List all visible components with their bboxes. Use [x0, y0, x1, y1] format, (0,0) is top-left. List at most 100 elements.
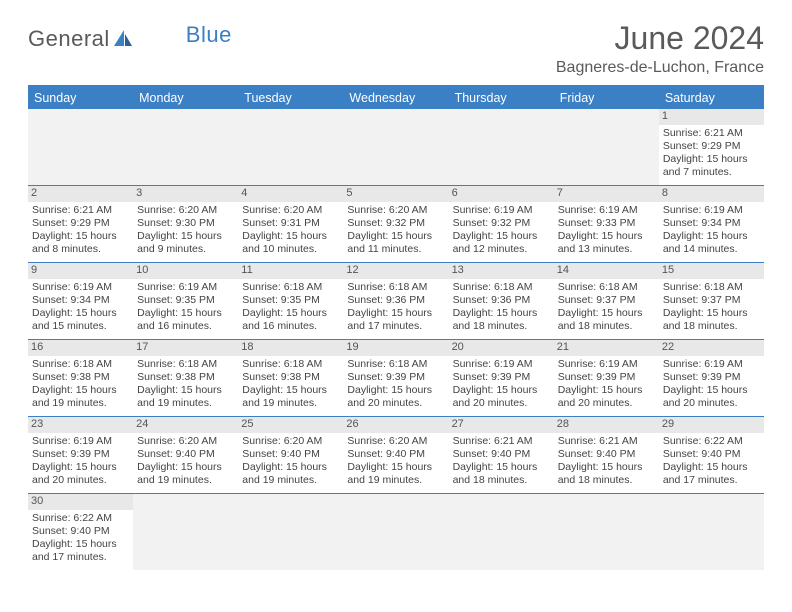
daylight-line: Daylight: 15 hours and 7 minutes. [663, 153, 760, 179]
day-header-cell: Wednesday [343, 87, 448, 109]
sunset-line: Sunset: 9:29 PM [32, 217, 129, 230]
day-cell: 15Sunrise: 6:18 AMSunset: 9:37 PMDayligh… [659, 263, 764, 339]
logo: General Blue [28, 26, 232, 52]
day-cell: 22Sunrise: 6:19 AMSunset: 9:39 PMDayligh… [659, 340, 764, 416]
daylight-line: Daylight: 15 hours and 19 minutes. [242, 461, 339, 487]
date-number: 19 [343, 340, 448, 356]
sunset-line: Sunset: 9:40 PM [137, 448, 234, 461]
sunset-line: Sunset: 9:34 PM [32, 294, 129, 307]
daylight-line: Daylight: 15 hours and 19 minutes. [32, 384, 129, 410]
day-cell: 10Sunrise: 6:19 AMSunset: 9:35 PMDayligh… [133, 263, 238, 339]
empty-cell [343, 109, 448, 185]
daylight-line: Daylight: 15 hours and 19 minutes. [242, 384, 339, 410]
day-cell: 26Sunrise: 6:20 AMSunset: 9:40 PMDayligh… [343, 417, 448, 493]
sunrise-line: Sunrise: 6:19 AM [663, 358, 760, 371]
day-header-cell: Sunday [28, 87, 133, 109]
day-cell: 27Sunrise: 6:21 AMSunset: 9:40 PMDayligh… [449, 417, 554, 493]
date-number: 17 [133, 340, 238, 356]
day-cell: 8Sunrise: 6:19 AMSunset: 9:34 PMDaylight… [659, 186, 764, 262]
date-number: 18 [238, 340, 343, 356]
daylight-line: Daylight: 15 hours and 10 minutes. [242, 230, 339, 256]
daylight-line: Daylight: 15 hours and 18 minutes. [558, 461, 655, 487]
sunset-line: Sunset: 9:32 PM [347, 217, 444, 230]
sunrise-line: Sunrise: 6:18 AM [242, 358, 339, 371]
day-cell: 11Sunrise: 6:18 AMSunset: 9:35 PMDayligh… [238, 263, 343, 339]
sunset-line: Sunset: 9:36 PM [453, 294, 550, 307]
daylight-line: Daylight: 15 hours and 11 minutes. [347, 230, 444, 256]
date-number: 9 [28, 263, 133, 279]
date-number: 28 [554, 417, 659, 433]
day-cell: 30Sunrise: 6:22 AMSunset: 9:40 PMDayligh… [28, 494, 133, 570]
sunrise-line: Sunrise: 6:18 AM [558, 281, 655, 294]
sunset-line: Sunset: 9:34 PM [663, 217, 760, 230]
day-cell: 9Sunrise: 6:19 AMSunset: 9:34 PMDaylight… [28, 263, 133, 339]
sunset-line: Sunset: 9:38 PM [32, 371, 129, 384]
sunset-line: Sunset: 9:38 PM [242, 371, 339, 384]
sunrise-line: Sunrise: 6:18 AM [453, 281, 550, 294]
day-cell: 19Sunrise: 6:18 AMSunset: 9:39 PMDayligh… [343, 340, 448, 416]
location: Bagneres-de-Luchon, France [556, 59, 764, 77]
header: General Blue June 2024 Bagneres-de-Lucho… [28, 20, 764, 77]
daylight-line: Daylight: 15 hours and 19 minutes. [137, 384, 234, 410]
sunset-line: Sunset: 9:40 PM [453, 448, 550, 461]
empty-cell [133, 109, 238, 185]
day-cell: 28Sunrise: 6:21 AMSunset: 9:40 PMDayligh… [554, 417, 659, 493]
empty-cell [133, 494, 238, 570]
date-number: 5 [343, 186, 448, 202]
daylight-line: Daylight: 15 hours and 18 minutes. [453, 307, 550, 333]
day-header-cell: Friday [554, 87, 659, 109]
sunset-line: Sunset: 9:30 PM [137, 217, 234, 230]
day-cell: 17Sunrise: 6:18 AMSunset: 9:38 PMDayligh… [133, 340, 238, 416]
sunrise-line: Sunrise: 6:20 AM [347, 204, 444, 217]
date-number: 3 [133, 186, 238, 202]
date-number: 27 [449, 417, 554, 433]
sunset-line: Sunset: 9:40 PM [558, 448, 655, 461]
sunrise-line: Sunrise: 6:19 AM [137, 281, 234, 294]
calendar: SundayMondayTuesdayWednesdayThursdayFrid… [28, 85, 764, 570]
day-cell: 25Sunrise: 6:20 AMSunset: 9:40 PMDayligh… [238, 417, 343, 493]
day-cell: 4Sunrise: 6:20 AMSunset: 9:31 PMDaylight… [238, 186, 343, 262]
sunrise-line: Sunrise: 6:18 AM [347, 281, 444, 294]
sunrise-line: Sunrise: 6:21 AM [453, 435, 550, 448]
sunrise-line: Sunrise: 6:19 AM [453, 358, 550, 371]
day-cell: 2Sunrise: 6:21 AMSunset: 9:29 PMDaylight… [28, 186, 133, 262]
sunset-line: Sunset: 9:37 PM [663, 294, 760, 307]
day-cell: 24Sunrise: 6:20 AMSunset: 9:40 PMDayligh… [133, 417, 238, 493]
sunrise-line: Sunrise: 6:22 AM [32, 512, 129, 525]
day-cell: 21Sunrise: 6:19 AMSunset: 9:39 PMDayligh… [554, 340, 659, 416]
date-number: 11 [238, 263, 343, 279]
title-block: June 2024 Bagneres-de-Luchon, France [556, 20, 764, 77]
empty-cell [659, 494, 764, 570]
sunrise-line: Sunrise: 6:18 AM [32, 358, 129, 371]
sunset-line: Sunset: 9:39 PM [453, 371, 550, 384]
date-number: 20 [449, 340, 554, 356]
daylight-line: Daylight: 15 hours and 20 minutes. [558, 384, 655, 410]
daylight-line: Daylight: 15 hours and 20 minutes. [32, 461, 129, 487]
day-header-cell: Thursday [449, 87, 554, 109]
sunrise-line: Sunrise: 6:21 AM [32, 204, 129, 217]
sunset-line: Sunset: 9:40 PM [663, 448, 760, 461]
date-number: 21 [554, 340, 659, 356]
daylight-line: Daylight: 15 hours and 15 minutes. [32, 307, 129, 333]
logo-text-general: General [28, 26, 110, 52]
sail-icon [112, 28, 134, 53]
sunset-line: Sunset: 9:39 PM [663, 371, 760, 384]
daylight-line: Daylight: 15 hours and 19 minutes. [347, 461, 444, 487]
daylight-line: Daylight: 15 hours and 17 minutes. [663, 461, 760, 487]
sunset-line: Sunset: 9:37 PM [558, 294, 655, 307]
sunrise-line: Sunrise: 6:19 AM [558, 358, 655, 371]
sunrise-line: Sunrise: 6:18 AM [347, 358, 444, 371]
day-header-cell: Tuesday [238, 87, 343, 109]
week-row: 30Sunrise: 6:22 AMSunset: 9:40 PMDayligh… [28, 494, 764, 570]
sunset-line: Sunset: 9:29 PM [663, 140, 760, 153]
sunrise-line: Sunrise: 6:19 AM [558, 204, 655, 217]
sunset-line: Sunset: 9:35 PM [137, 294, 234, 307]
daylight-line: Daylight: 15 hours and 12 minutes. [453, 230, 550, 256]
empty-cell [554, 109, 659, 185]
sunset-line: Sunset: 9:35 PM [242, 294, 339, 307]
date-number: 26 [343, 417, 448, 433]
empty-cell [449, 109, 554, 185]
daylight-line: Daylight: 15 hours and 17 minutes. [32, 538, 129, 564]
week-row: 23Sunrise: 6:19 AMSunset: 9:39 PMDayligh… [28, 417, 764, 494]
empty-cell [449, 494, 554, 570]
